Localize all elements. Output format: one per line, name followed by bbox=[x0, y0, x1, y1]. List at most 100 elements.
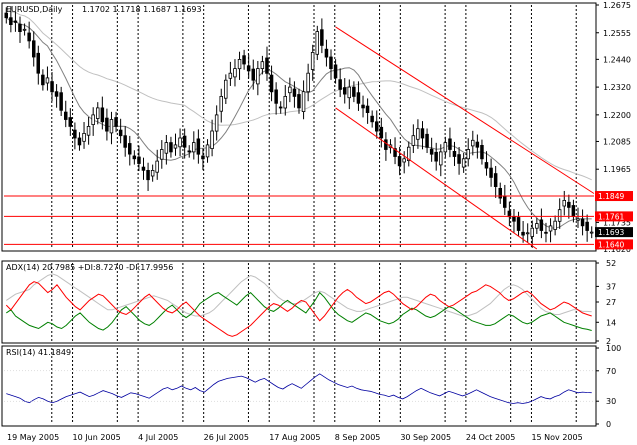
candle-body bbox=[283, 96, 287, 109]
candle-body bbox=[443, 142, 448, 153]
level-badge-label: 1.1761 bbox=[598, 212, 624, 221]
candle-body bbox=[585, 221, 589, 231]
candle-body bbox=[324, 48, 329, 58]
candle-body bbox=[480, 144, 484, 160]
candle-body bbox=[370, 115, 374, 123]
candle-body bbox=[292, 88, 297, 97]
candle-body bbox=[429, 148, 434, 155]
candle-body bbox=[457, 154, 461, 164]
candle-body bbox=[77, 137, 82, 146]
candle-body bbox=[507, 210, 512, 218]
candle-body bbox=[448, 138, 452, 150]
candle-body bbox=[237, 59, 242, 70]
candle-body bbox=[274, 89, 278, 104]
candle-body bbox=[137, 156, 141, 164]
candle-body bbox=[45, 77, 50, 84]
candle-body bbox=[82, 132, 86, 142]
candle-body bbox=[544, 231, 548, 234]
price-tick-label: 1.2320 bbox=[603, 83, 631, 92]
candle-body bbox=[187, 150, 191, 153]
candle-body bbox=[315, 31, 319, 55]
candle-body bbox=[246, 65, 251, 72]
candle-body bbox=[159, 149, 164, 160]
candle-body bbox=[173, 144, 178, 149]
candle-body bbox=[191, 142, 196, 153]
candle-body bbox=[397, 156, 402, 167]
candle-body bbox=[356, 92, 361, 104]
rsi-plot bbox=[4, 370, 594, 404]
candle-body bbox=[516, 217, 521, 231]
candle-body bbox=[425, 133, 429, 148]
candle-body bbox=[269, 74, 274, 93]
candle-body bbox=[96, 107, 100, 119]
candle-body bbox=[466, 149, 470, 160]
candle-body bbox=[256, 68, 260, 85]
candle-body bbox=[169, 142, 173, 153]
candle-body bbox=[36, 52, 41, 74]
candle-body bbox=[233, 68, 237, 78]
candle-body bbox=[379, 126, 384, 139]
candle-body bbox=[342, 87, 347, 95]
ohlc-header: 1.1702 1.1718 1.1687 1.1693 bbox=[82, 5, 202, 14]
candle-body bbox=[214, 114, 219, 132]
candle-body bbox=[127, 143, 132, 155]
candle-body bbox=[434, 151, 438, 162]
price-tick-label: 1.2440 bbox=[603, 55, 631, 64]
candle-body bbox=[484, 162, 489, 169]
price-tick-label: 1.2555 bbox=[603, 29, 631, 38]
candle-body bbox=[86, 126, 91, 136]
candle-body bbox=[320, 29, 324, 46]
candle-body bbox=[539, 219, 544, 231]
candle-body bbox=[521, 231, 525, 236]
current-price-badge bbox=[595, 227, 633, 238]
candle-body bbox=[571, 205, 576, 218]
candle-body bbox=[18, 23, 22, 33]
candle-body bbox=[384, 139, 388, 150]
candle-body bbox=[32, 40, 36, 58]
candle-body bbox=[155, 160, 159, 173]
level-badge-label: 1.1849 bbox=[598, 192, 624, 201]
candle-body bbox=[374, 121, 379, 132]
rsi-tick-label: 30 bbox=[606, 397, 616, 406]
candle-body bbox=[347, 86, 351, 99]
x-tick-label: 10 Jun 2005 bbox=[73, 433, 121, 442]
rsi-tick-label: 100 bbox=[606, 344, 621, 353]
level-badge bbox=[595, 211, 633, 222]
candle-body bbox=[178, 137, 182, 148]
candle-body bbox=[182, 135, 187, 148]
candle-body bbox=[361, 104, 365, 109]
candle-body bbox=[306, 72, 310, 93]
price-tick-label: 1.2200 bbox=[603, 111, 631, 120]
candle-body bbox=[219, 96, 223, 112]
candle-body bbox=[260, 61, 265, 70]
x-tick-label: 17 Aug 2005 bbox=[269, 433, 320, 442]
candle-body bbox=[352, 86, 356, 97]
candle-body bbox=[141, 166, 146, 171]
symbol-title: EURUSD,Daily bbox=[6, 5, 63, 14]
price-tick-label: 1.1965 bbox=[603, 165, 631, 174]
x-tick-label: 15 Nov 2005 bbox=[531, 433, 582, 442]
channel-line bbox=[335, 26, 595, 194]
candle-body bbox=[13, 20, 18, 23]
price-tick-label: 1.2675 bbox=[603, 1, 631, 10]
candle-body bbox=[402, 158, 406, 163]
candle-body bbox=[265, 57, 269, 74]
candle-body bbox=[576, 218, 580, 221]
candle-body bbox=[416, 128, 420, 140]
candle-body bbox=[452, 150, 457, 157]
candle-body bbox=[406, 146, 411, 161]
candle-body bbox=[338, 79, 342, 90]
current-price-label: 1.1693 bbox=[598, 228, 624, 237]
candle-body bbox=[114, 117, 118, 127]
adx-tick-label: 37 bbox=[606, 282, 616, 291]
price-panel bbox=[1, 2, 597, 252]
candle-body bbox=[68, 117, 73, 127]
rsi-panel bbox=[1, 345, 597, 427]
candle-body bbox=[27, 32, 31, 42]
price-tick-label: 1.2085 bbox=[603, 137, 631, 146]
rsi-tick-label: 70 bbox=[606, 367, 616, 376]
x-tick-label: 19 May 2005 bbox=[7, 433, 59, 442]
candle-body bbox=[64, 111, 68, 120]
candle-body bbox=[489, 167, 493, 178]
candle-body bbox=[589, 231, 594, 234]
